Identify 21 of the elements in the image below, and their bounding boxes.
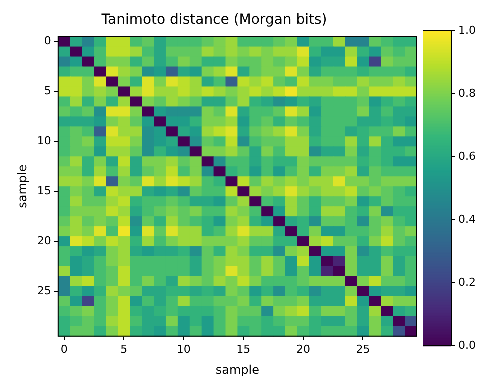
y-tick-label: 25 xyxy=(37,284,52,298)
color-bar-label: 0.2 xyxy=(458,276,476,289)
x-tick-label: 10 xyxy=(176,342,191,356)
y-tick-label: 10 xyxy=(37,134,52,148)
color-bar-label: 0.6 xyxy=(458,150,476,163)
color-bar-label: 0.8 xyxy=(458,86,476,100)
x-tick-label: 0 xyxy=(60,342,68,356)
y-tick-label: 0 xyxy=(44,34,52,48)
x-tick-label: 5 xyxy=(120,342,128,356)
y-tick-label: 5 xyxy=(44,84,52,98)
x-tick-label: 20 xyxy=(296,342,310,356)
y-tick-label: 15 xyxy=(37,184,52,198)
x-tick-label: 25 xyxy=(356,342,370,356)
color-bar-label: 0.4 xyxy=(458,212,476,226)
x-tick-label: 15 xyxy=(236,342,251,356)
x-axis-title: sample xyxy=(216,362,260,377)
color-bar-label: 1.0 xyxy=(458,24,476,37)
y-tick-label: 20 xyxy=(37,234,52,248)
color-bar-label: 0.0 xyxy=(458,338,476,352)
y-axis-title: sample xyxy=(15,164,30,208)
chart-title: Tanimoto distance (Morgan bits) xyxy=(100,12,328,28)
